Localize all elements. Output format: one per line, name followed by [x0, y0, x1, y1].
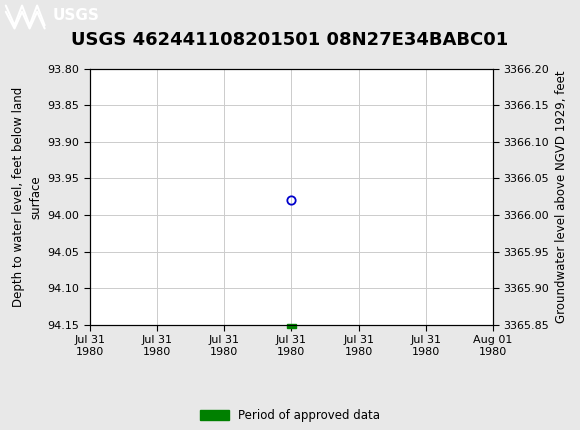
Y-axis label: Depth to water level, feet below land
surface: Depth to water level, feet below land su… [12, 86, 42, 307]
Text: USGS: USGS [52, 8, 99, 23]
Y-axis label: Groundwater level above NGVD 1929, feet: Groundwater level above NGVD 1929, feet [554, 71, 568, 323]
Legend: Period of approved data: Period of approved data [200, 409, 380, 422]
Bar [287, 324, 296, 328]
Text: USGS 462441108201501 08N27E34BABC01: USGS 462441108201501 08N27E34BABC01 [71, 31, 509, 49]
